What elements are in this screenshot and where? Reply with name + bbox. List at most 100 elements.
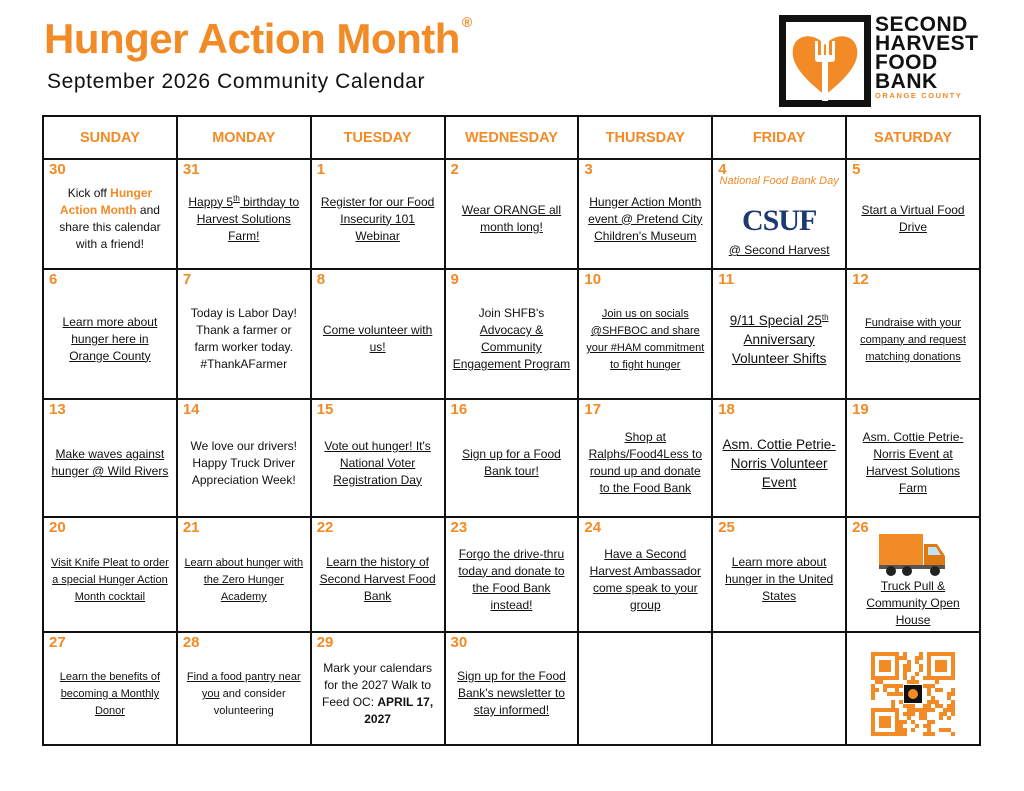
cell-content: Have a Second Harvest Ambassador come sp… — [579, 534, 711, 616]
day-cell: 11 9/11 Special 25th Anniversary Voluntee… — [711, 268, 848, 400]
day-cell: 18 Asm. Cottie Petrie-Norris Volunteer Ev… — [711, 398, 848, 518]
cell-content: Sign up for a Food Bank tour! — [446, 434, 578, 482]
event-text: Hunger Action Month — [59, 186, 153, 217]
event-text: Today is Labor Day! Thank a farmer or fa… — [190, 306, 297, 371]
day-cell — [845, 631, 981, 746]
event-link[interactable]: Visit Knife Pleat to order a special Hun… — [51, 557, 169, 603]
event-link[interactable]: Learn the history of Second Harvest Food… — [319, 555, 436, 603]
event-link[interactable]: Start a Virtual Food Drive — [861, 203, 965, 234]
day-cell: 6 Learn more about hunger here in Orange … — [42, 268, 178, 400]
day-cell: 4 National Food Bank Day CSUF @ Second Harv… — [711, 158, 848, 270]
event-link[interactable]: Forgo the drive-thru today and donate to… — [458, 546, 565, 612]
day-cell: 19 Asm. Cottie Petrie-Norris Event at Har… — [845, 398, 981, 518]
event-link[interactable]: Learn about hunger with the Zero Hunger … — [184, 557, 304, 603]
event-link[interactable]: Advocacy & Community Engagement Program — [452, 323, 571, 371]
cell-content: Asm. Cottie Petrie-Norris Volunteer Even… — [713, 423, 845, 494]
event-link[interactable]: Hunger Action Month event @ Pretend City… — [588, 194, 703, 243]
day-cell: 30 Kick off Hunger Action Month and share… — [42, 158, 178, 270]
event-link[interactable]: th — [821, 312, 829, 322]
cell-content: Sign up for the Food Bank's newsletter t… — [446, 656, 578, 721]
date-number: 2 — [450, 161, 459, 178]
date-number: 6 — [49, 271, 58, 288]
date-number: 4 — [718, 161, 727, 178]
event-link[interactable]: Join us on socials @SHFBOC and share you… — [586, 308, 705, 371]
event-link[interactable]: Asm. Cottie Petrie-Norris Volunteer Even… — [722, 436, 836, 490]
date-number: 26 — [852, 519, 869, 536]
date-number: 21 — [182, 519, 200, 536]
date-number: 13 — [49, 401, 66, 418]
date-number: 1 — [316, 161, 326, 178]
event-link[interactable]: Asm. Cottie Petrie-Norris Event at Harve… — [862, 430, 964, 495]
cell-content: Forgo the drive-thru today and donate to… — [446, 534, 578, 616]
day-cell: 25 Learn more about hunger in the United … — [711, 516, 848, 633]
event-link[interactable]: th — [233, 193, 240, 203]
date-number: 8 — [316, 271, 326, 288]
weekday: TUESDAY — [309, 115, 446, 160]
cell-content: Find a food pantry near you and consider… — [178, 656, 310, 721]
date-number: 16 — [450, 401, 468, 418]
date-number: 19 — [852, 401, 869, 418]
cell-content: Vote out hunger! It's National Voter Reg… — [312, 426, 444, 491]
cell-content: 9/11 Special 25th Anniversary Volunteer … — [713, 299, 845, 370]
event-link[interactable]: Happy 5 — [188, 194, 234, 209]
date-number: 25 — [718, 519, 735, 536]
qr-code — [871, 651, 956, 736]
event-text: Kick off — [67, 186, 111, 200]
event-link[interactable]: birthday to Harvest Solutions Farm! — [196, 194, 300, 243]
event-link[interactable]: Learn more about hunger here in Orange C… — [62, 314, 158, 363]
event-text: and consider volunteering — [213, 688, 286, 717]
event-text: CSUF — [741, 204, 817, 237]
weekday-row: SUNDAY MONDAY TUESDAY WEDNESDAY THURSDAY FRID… — [42, 115, 981, 160]
event-link[interactable]: Come volunteer with us! — [322, 323, 433, 354]
date-number: 3 — [584, 161, 593, 178]
cell-content: Kick off Hunger Action Month and share t… — [44, 173, 176, 255]
event-text: and share this calendar with a friend! — [59, 203, 161, 251]
event-link[interactable]: Truck Pull & Community Open House — [866, 579, 960, 627]
event-link[interactable]: Sign up for the Food Bank's newsletter t… — [457, 669, 566, 717]
event-link[interactable]: Have a Second Harvest Ambassador come sp… — [589, 546, 701, 612]
day-cell: 2 Wear ORANGE all month long! — [443, 158, 580, 270]
date-number: 31 — [182, 161, 200, 178]
title-text: Hunger Action Month — [44, 15, 460, 62]
event-link[interactable]: Fundraise with your company and request … — [860, 316, 966, 363]
event-link[interactable]: Wear ORANGE all month long! — [461, 203, 562, 234]
event-link[interactable]: Sign up for a Food Bank tour! — [462, 447, 561, 478]
event-text: Mark your calendars for the 2027 Walk to… — [322, 660, 432, 709]
day-cell: 26 Truck Pull & Community Open House — [845, 516, 981, 633]
weekday: FRIDAY — [711, 115, 848, 160]
event-link[interactable]: Make waves against hunger @ Wild Rivers — [51, 447, 169, 478]
event-link[interactable]: Learn the benefits of becoming a Monthly… — [59, 671, 161, 717]
date-number: 20 — [49, 519, 66, 536]
event-link[interactable]: Register for our Food Insecurity 101 Web… — [320, 194, 435, 243]
weekday: WEDNESDAY — [443, 115, 580, 160]
event-link[interactable]: Learn more about hunger in the United St… — [725, 555, 834, 603]
day-cell: 13 Make waves against hunger @ Wild River… — [42, 398, 178, 518]
event-link[interactable]: Shop at Ralphs/Food4Less to round up and… — [588, 430, 702, 495]
event-link[interactable]: 9/11 Special 25 — [729, 312, 822, 328]
date-number: 18 — [718, 401, 735, 418]
date-number: 28 — [182, 634, 200, 651]
day-cell: 17 Shop at Ralphs/Food4Less to round up a… — [577, 398, 714, 518]
date-number: 30 — [49, 161, 66, 178]
date-number: 12 — [852, 271, 869, 288]
weekday: THURSDAY — [577, 115, 714, 160]
cell-content: Mark your calendars for the 2027 Walk to… — [312, 648, 444, 730]
event-text: National Food Bank Day — [719, 175, 839, 187]
cell-content: Learn more about hunger in the United St… — [713, 542, 845, 607]
cell-content: Today is Labor Day! Thank a farmer or fa… — [178, 293, 310, 375]
cell-content: Happy 5th birthday to Harvest Solutions … — [178, 182, 310, 247]
weekday: SUNDAY — [42, 115, 178, 160]
date-number: 22 — [316, 519, 334, 536]
cell-content: Wear ORANGE all month long! — [446, 190, 578, 238]
event-link[interactable]: Find a food pantry near you — [186, 671, 301, 700]
date-number: 11 — [718, 271, 735, 288]
date-number: 17 — [584, 401, 602, 418]
event-link[interactable]: @ Second Harvest — [728, 243, 830, 257]
event-link[interactable]: Vote out hunger! It's National Voter Reg… — [324, 438, 431, 487]
day-cell: 5 Start a Virtual Food Drive — [845, 158, 981, 270]
date-number: 9 — [450, 271, 459, 288]
cell-content: Truck Pull & Community Open House — [847, 518, 979, 631]
cell-content: Start a Virtual Food Drive — [847, 190, 979, 238]
event-link[interactable]: Anniversary Volunteer Shifts — [731, 331, 827, 366]
weekday: MONDAY — [175, 115, 312, 160]
